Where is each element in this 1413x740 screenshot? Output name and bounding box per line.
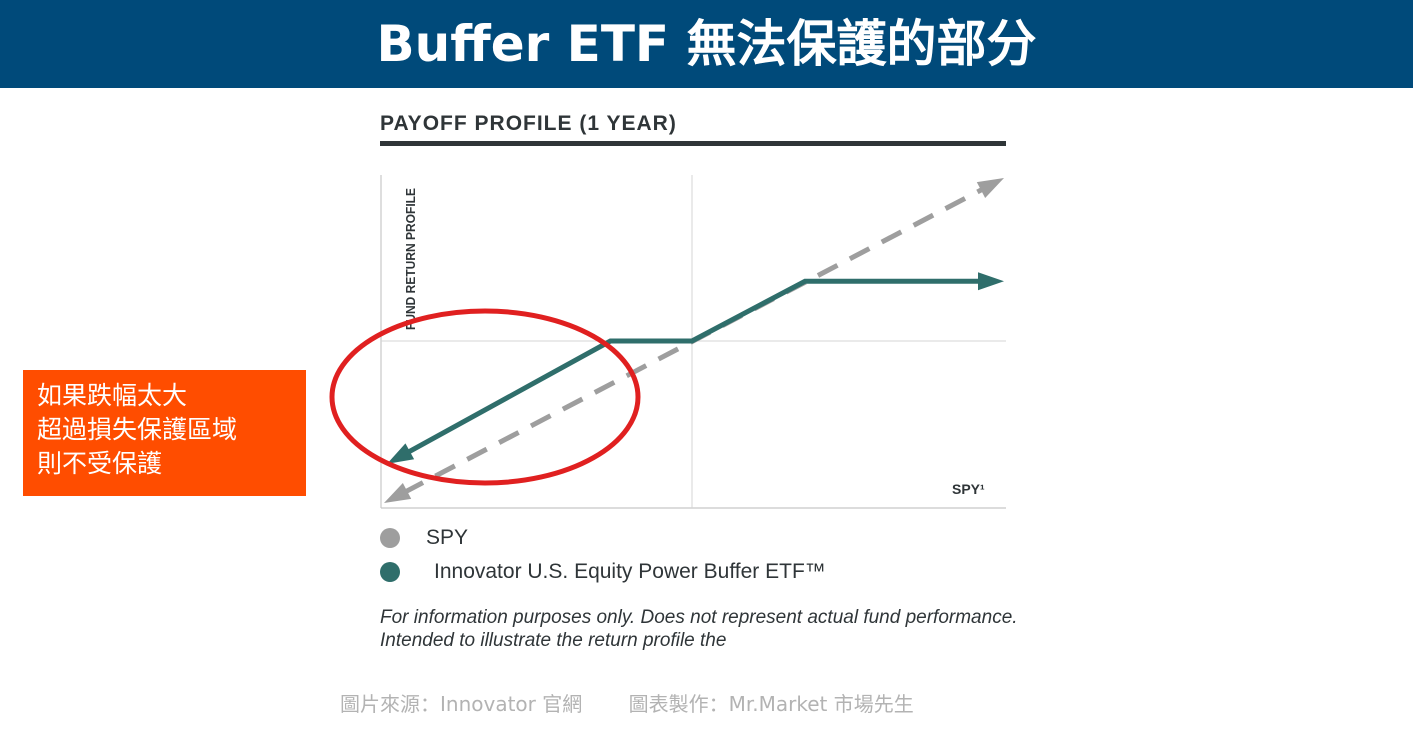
spy-arrow-start bbox=[384, 482, 412, 503]
chart-title: PAYOFF PROFILE (1 YEAR) bbox=[380, 112, 677, 135]
etf-arrow-start bbox=[387, 443, 415, 464]
legend-item-spy: SPY bbox=[380, 524, 468, 552]
spy-arrow-end bbox=[976, 178, 1004, 199]
legend-item-etf: Innovator U.S. Equity Power Buffer ETF™ bbox=[380, 558, 826, 586]
x-axis-label: SPY¹ bbox=[952, 481, 985, 497]
page-title: Buffer ETF 無法保護的部分 bbox=[376, 15, 1037, 73]
title-rule bbox=[380, 141, 1006, 146]
y-axis-label: FUND RETURN PROFILE bbox=[403, 188, 418, 330]
chart-footnote: For information purposes only. Does not … bbox=[380, 607, 1018, 651]
legend-label-spy: SPY bbox=[426, 526, 469, 549]
legend-dot-spy bbox=[380, 528, 400, 548]
callout-line-3: 則不受保護 bbox=[37, 449, 163, 478]
warning-callout: 如果跌幅太大 超過損失保護區域 則不受保護 bbox=[23, 370, 306, 496]
source-credit: 圖片來源：Innovator 官網 圖表製作：Mr.Market 市場先生 bbox=[340, 688, 914, 717]
image-source-text: 圖片來源：Innovator 官網 bbox=[340, 692, 583, 716]
callout-line-2: 超過損失保護區域 bbox=[37, 415, 238, 444]
etf-arrow-end bbox=[978, 272, 1004, 291]
highlight-circle bbox=[329, 308, 641, 486]
series-line-etf bbox=[403, 278, 984, 457]
chart-credit-text: 圖表製作：Mr.Market 市場先生 bbox=[628, 692, 914, 716]
legend-label-etf: Innovator U.S. Equity Power Buffer ETF™ bbox=[434, 560, 826, 583]
callout-line-1: 如果跌幅太大 bbox=[37, 381, 188, 410]
title-banner: Buffer ETF 無法保護的部分 bbox=[0, 0, 1413, 88]
legend-dot-etf bbox=[380, 562, 400, 582]
